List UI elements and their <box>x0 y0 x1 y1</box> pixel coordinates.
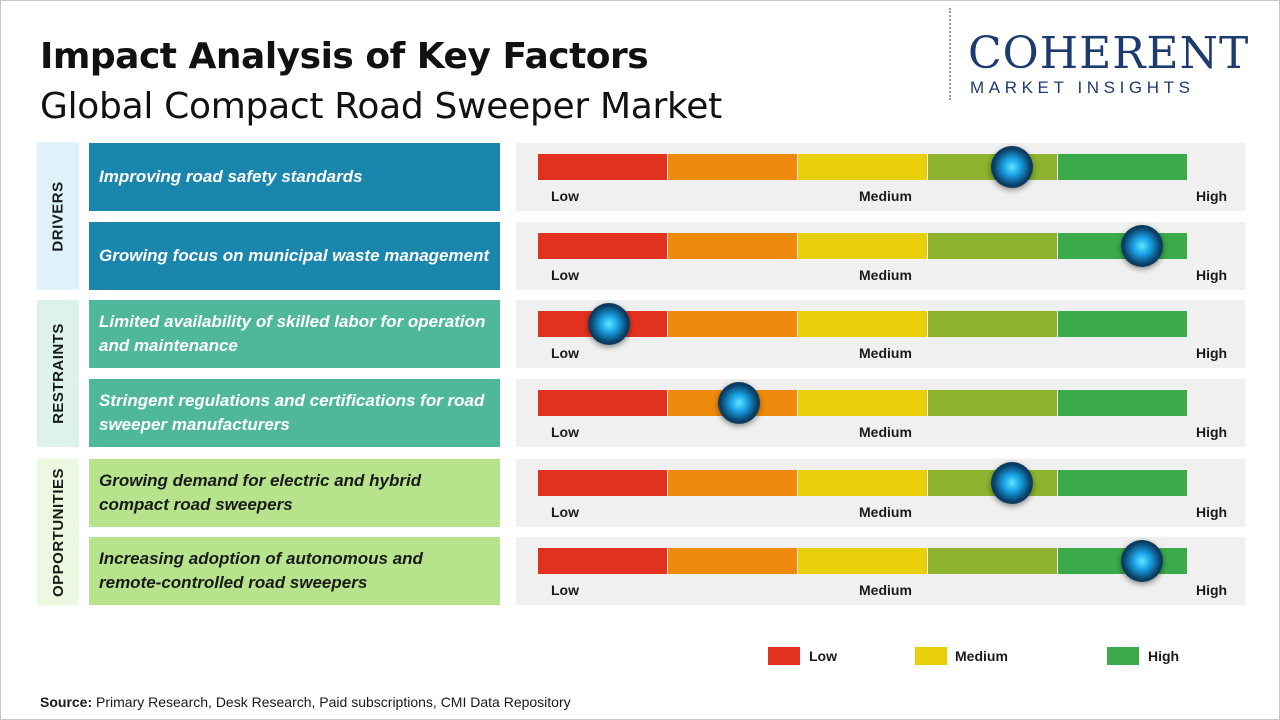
scale-label-high: High <box>1196 188 1228 204</box>
impact-segment <box>538 390 667 416</box>
category-label-restraints: RESTRAINTS <box>37 300 79 447</box>
scale-label-high: High <box>1196 582 1228 598</box>
factor-text: Limited availability of skilled labor fo… <box>99 312 486 355</box>
scale-label-medium: Medium <box>859 188 912 204</box>
category-label-text: DRIVERS <box>49 180 67 252</box>
impact-bar <box>538 154 1187 180</box>
scale-label-low: Low <box>551 267 579 283</box>
impact-segment <box>668 154 797 180</box>
factor-box: Improving road safety standards <box>89 143 500 211</box>
legend-label-medium: Medium <box>955 648 1008 664</box>
impact-segment <box>928 548 1057 574</box>
legend-swatch-low <box>768 647 800 665</box>
scale-label-low: Low <box>551 345 579 361</box>
impact-segment <box>538 154 667 180</box>
impact-segment <box>1058 390 1187 416</box>
factor-box: Growing demand for electric and hybrid c… <box>89 459 500 527</box>
impact-segment <box>538 233 667 259</box>
impact-segment <box>798 154 927 180</box>
legend-swatch-high <box>1107 647 1139 665</box>
scale-label-medium: Medium <box>859 424 912 440</box>
impact-segment <box>1058 470 1187 496</box>
impact-marker <box>1120 540 1163 582</box>
impact-marker <box>718 382 761 424</box>
factor-box: Increasing adoption of autonomous and re… <box>89 537 500 605</box>
impact-panel: Low Medium High <box>516 459 1245 527</box>
impact-bar <box>538 548 1187 574</box>
legend-swatch-medium <box>915 647 947 665</box>
impact-segment <box>1058 311 1187 337</box>
scale-label-low: Low <box>551 582 579 598</box>
factor-text: Stringent regulations and certifications… <box>99 391 485 434</box>
source-note: Source: Primary Research, Desk Research,… <box>40 694 571 710</box>
category-label-drivers: DRIVERS <box>37 142 79 290</box>
impact-bar <box>538 233 1187 259</box>
source-text: Primary Research, Desk Research, Paid su… <box>96 694 571 710</box>
scale-label-high: High <box>1196 424 1228 440</box>
impact-segment <box>798 390 927 416</box>
legend-label-low: Low <box>809 648 837 664</box>
impact-marker <box>1120 225 1163 267</box>
factor-box: Limited availability of skilled labor fo… <box>89 300 500 368</box>
impact-segment <box>928 390 1057 416</box>
scale-label-medium: Medium <box>859 267 912 283</box>
impact-panel: Low Medium High <box>516 300 1245 368</box>
scale-label-medium: Medium <box>859 504 912 520</box>
impact-panel: Low Medium High <box>516 379 1245 447</box>
category-label-text: OPPORTUNITIES <box>49 467 67 597</box>
impact-marker <box>588 303 631 345</box>
impact-segment <box>798 311 927 337</box>
scale-label-high: High <box>1196 267 1228 283</box>
impact-segment <box>668 311 797 337</box>
source-label: Source: <box>40 694 93 710</box>
scale-label-low: Low <box>551 424 579 440</box>
impact-panel: Low Medium High <box>516 222 1245 290</box>
scale-label-low: Low <box>551 188 579 204</box>
impact-segment <box>928 233 1057 259</box>
scale-label-high: High <box>1196 345 1228 361</box>
impact-segment <box>798 233 927 259</box>
scale-label-medium: Medium <box>859 345 912 361</box>
scale-label-low: Low <box>551 504 579 520</box>
impact-segment <box>928 311 1057 337</box>
impact-segment <box>668 233 797 259</box>
factor-box: Growing focus on municipal waste managem… <box>89 222 500 290</box>
impact-segment <box>668 548 797 574</box>
factor-box: Stringent regulations and certifications… <box>89 379 500 447</box>
impact-segment <box>668 470 797 496</box>
impact-marker <box>990 146 1033 188</box>
legend-label-high: High <box>1148 648 1180 664</box>
factor-text: Growing demand for electric and hybrid c… <box>99 471 422 514</box>
page-subtitle: Global Compact Road Sweeper Market <box>40 86 722 127</box>
impact-bar <box>538 311 1187 337</box>
category-label-opportunities: OPPORTUNITIES <box>37 459 79 605</box>
impact-segment <box>798 470 927 496</box>
header-divider <box>949 8 951 100</box>
impact-segment <box>538 548 667 574</box>
page-title: Impact Analysis of Key Factors <box>40 36 649 77</box>
company-logo: COHERENT <box>968 28 1250 79</box>
impact-segment <box>538 470 667 496</box>
scale-label-medium: Medium <box>859 582 912 598</box>
impact-panel: Low Medium High <box>516 143 1245 211</box>
impact-marker <box>990 462 1033 504</box>
impact-bar <box>538 390 1187 416</box>
impact-segment <box>798 548 927 574</box>
impact-bar <box>538 470 1187 496</box>
impact-panel: Low Medium High <box>516 537 1245 605</box>
category-label-text: RESTRAINTS <box>49 323 67 424</box>
company-logo-tagline: MARKET INSIGHTS <box>970 78 1195 97</box>
factor-text: Increasing adoption of autonomous and re… <box>99 549 423 592</box>
impact-segment <box>1058 154 1187 180</box>
factor-text: Growing focus on municipal waste managem… <box>99 246 490 265</box>
factor-text: Improving road safety standards <box>99 167 363 186</box>
scale-label-high: High <box>1196 504 1228 520</box>
